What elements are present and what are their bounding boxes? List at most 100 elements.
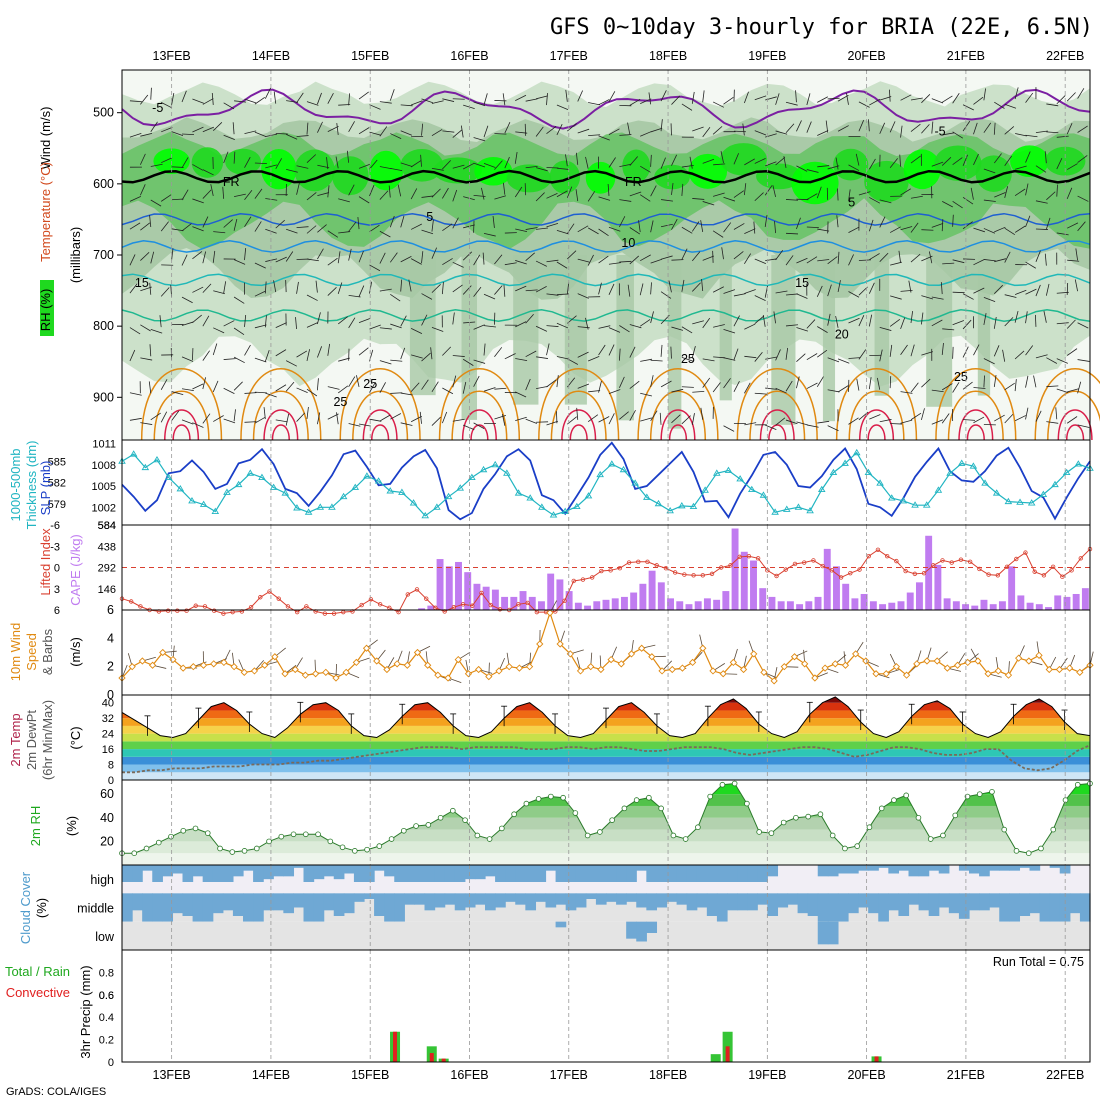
wind-barb: [233, 356, 245, 364]
cloud-bar: [384, 865, 395, 877]
cloud-bar: [424, 893, 436, 911]
wind10-marker: [291, 665, 299, 674]
wind-barb: [712, 286, 724, 293]
lifted-marker: [1004, 564, 1010, 569]
wind10-marker: [434, 671, 442, 679]
cape-bar: [731, 528, 739, 610]
wind10-marker: [709, 667, 717, 675]
warm-arc: [660, 409, 696, 441]
wind-barb: [973, 96, 984, 105]
rh2-marker: [364, 846, 370, 853]
thickness-marker: [1027, 499, 1036, 506]
wind-barb: [296, 387, 308, 394]
wind-barb: [952, 131, 964, 139]
wind-barb: [1046, 385, 1059, 388]
temp-contour-5: [121, 309, 1091, 322]
wind-barb: [608, 413, 615, 425]
rh2-marker: [511, 811, 517, 818]
cloud-bar: [999, 865, 1010, 871]
wind-barb: [640, 165, 651, 173]
wind10-marker: [1076, 668, 1084, 676]
wind-barb: [619, 199, 632, 202]
cloud-bar: [696, 893, 708, 908]
wind-barb: [994, 414, 1005, 422]
cloud-bar: [444, 865, 456, 882]
cloud-bar: [162, 893, 174, 922]
wind-barb: [963, 419, 976, 421]
wind-barb: [556, 293, 569, 296]
rh-blob: [622, 149, 651, 183]
wind-barb: [908, 280, 912, 293]
wind-barb: [640, 98, 652, 104]
x-tick-label-top: 21FEB: [947, 49, 985, 63]
thickness-marker: [258, 473, 266, 480]
wind-barb: [772, 185, 776, 198]
temp-contour-0: [121, 88, 1091, 130]
wind-barb: [421, 195, 434, 198]
wind-barb: [494, 133, 507, 135]
wind-barb: [335, 156, 339, 169]
wind-barb: [681, 226, 693, 234]
thickness-marker: [538, 503, 546, 510]
rh-blob: [791, 161, 839, 205]
lifted-marker: [709, 571, 715, 577]
t2-tick-label: 40: [102, 698, 114, 710]
lifted-marker: [608, 568, 613, 573]
cape-bar: [888, 602, 896, 610]
wind-barb: [400, 347, 406, 360]
wind-barb: [254, 391, 267, 394]
wind-barb: [369, 131, 382, 136]
wind-barb: [160, 287, 170, 297]
cloud-bar: [263, 865, 274, 880]
wind-barb: [140, 324, 151, 332]
wind-barb: [608, 327, 621, 333]
wind10-marker: [373, 657, 381, 665]
wind-barb: [816, 376, 824, 388]
cape-bar: [1081, 588, 1089, 610]
rh2-marker: [229, 849, 236, 855]
cloud-bar: [525, 865, 537, 882]
wind-barb: [942, 262, 955, 265]
t2-label-3: (6hr Min/Max): [40, 700, 55, 780]
cloud-bar: [757, 893, 768, 905]
t2-band: [122, 756, 1090, 765]
wind-barb: [660, 157, 666, 169]
wind-barb: [900, 344, 908, 355]
wind-barb: [762, 314, 766, 327]
wind-barb: [223, 134, 235, 140]
rh2-marker: [731, 780, 738, 787]
wind-barb: [650, 375, 654, 388]
wind-barb: [640, 392, 652, 397]
cloud-bar: [414, 865, 426, 882]
wind10-marker: [587, 663, 595, 671]
wind-barb: [129, 327, 141, 335]
warm-arc: [339, 368, 421, 441]
wind-barb: [983, 122, 992, 133]
lifted-marker: [211, 608, 217, 613]
wind-barb: [681, 357, 694, 362]
wind10-marker: [811, 674, 819, 682]
wind-barb: [1077, 322, 1089, 329]
thickness-marker: [468, 473, 476, 480]
rh2-marker: [352, 848, 358, 854]
cloud-bar: [454, 893, 466, 911]
wind-barb: [483, 387, 496, 392]
lifted-marker: [949, 560, 954, 565]
cloud-bar: [142, 893, 153, 922]
t2-band: [122, 733, 1090, 742]
t2-band: [122, 764, 1090, 773]
wind-barb: [567, 250, 577, 260]
cloud-bar: [777, 893, 789, 908]
x-tick-label-top: 18FEB: [649, 49, 687, 63]
wind-barb: [192, 198, 204, 204]
wind-barb: [1077, 221, 1086, 232]
contour-label: 25: [681, 352, 695, 366]
wind-barb: [942, 95, 953, 103]
wind-barb: [181, 321, 194, 326]
wind-barb: [192, 126, 204, 133]
cloud-bar: [999, 893, 1010, 922]
wind-barb: [691, 221, 700, 232]
warm-arc: [569, 424, 588, 441]
wind-barb: [441, 282, 444, 295]
wind-barb: [785, 199, 799, 201]
